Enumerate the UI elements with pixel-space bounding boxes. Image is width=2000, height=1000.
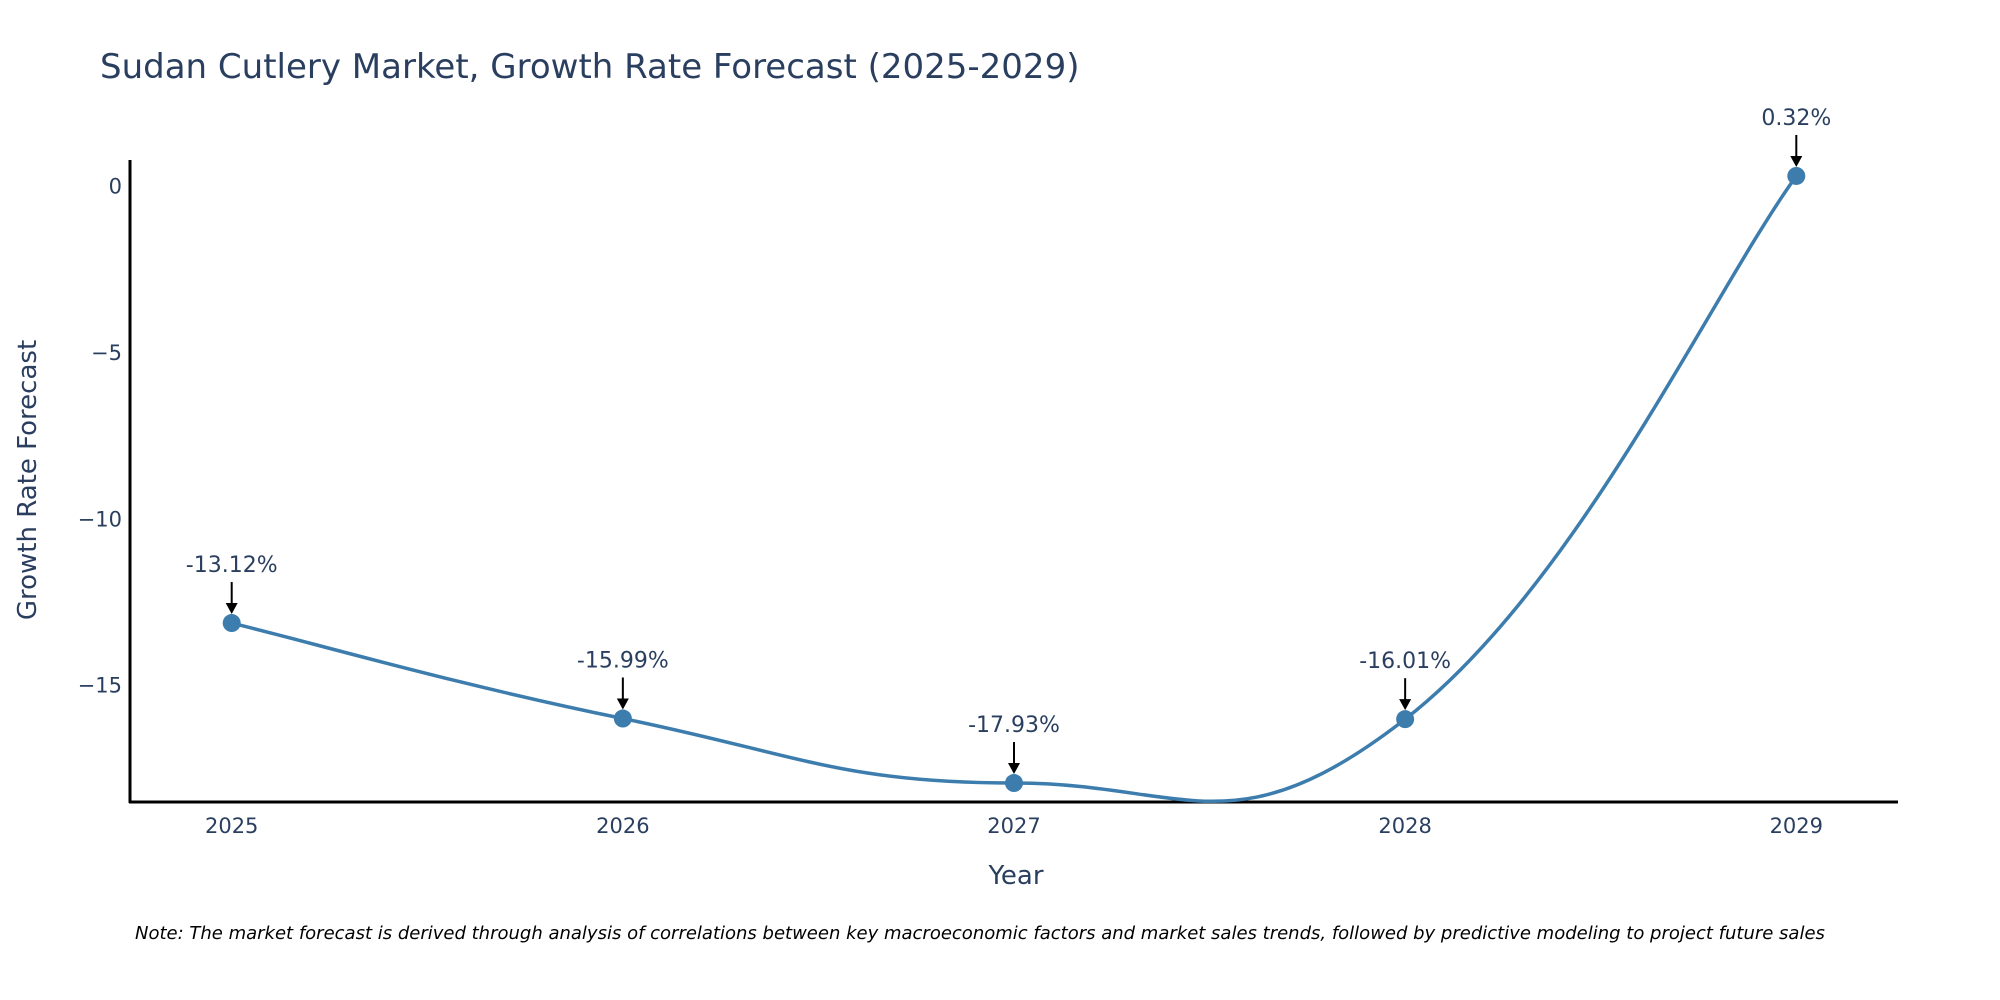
annotation-arrowhead (616, 698, 629, 710)
data-label: -15.99% (577, 649, 669, 674)
data-point-marker (222, 614, 241, 633)
axes: 0 −5 −10 −15 2025 2026 2027 2028 2029 (78, 160, 1898, 838)
annotation-arrowhead (1008, 763, 1020, 775)
x-tick-label: 2029 (1770, 814, 1823, 838)
data-label: -13.12% (186, 553, 278, 578)
data-point-marker (1005, 774, 1023, 793)
y-tick-label: −10 (78, 507, 122, 531)
series-line (231, 174, 1798, 803)
data-label: -17.93% (968, 713, 1060, 738)
data-label: -16.01% (1359, 649, 1451, 674)
annotation-arrowhead (225, 603, 238, 615)
annotation-group: -13.12% -15.99% -17.93% -16.01% 0.32% (186, 106, 1831, 775)
x-tick-label: 2025 (205, 814, 258, 838)
data-point-marker (1396, 710, 1415, 729)
annotation-arrowhead (1399, 699, 1412, 711)
x-tick-label: 2027 (987, 814, 1040, 838)
y-tick-label: −15 (78, 674, 122, 698)
x-axis-title: Year (987, 861, 1043, 891)
annotation-arrowhead (1790, 155, 1803, 167)
x-tick-label: 2028 (1378, 814, 1431, 838)
footnote: Note: The market forecast is derived thr… (135, 923, 1825, 944)
data-label: 0.32% (1761, 106, 1831, 131)
x-tick-label: 2026 (596, 814, 649, 838)
series-line-group (222, 166, 1806, 803)
y-tick-label: −5 (91, 341, 122, 365)
y-tick-label: 0 (109, 175, 122, 199)
y-axis-title: Growth Rate Forecast (13, 340, 43, 620)
chart-title: Sudan Cutlery Market, Growth Rate Foreca… (100, 47, 1079, 87)
data-point-marker (1787, 166, 1806, 185)
data-point-marker (613, 709, 632, 728)
